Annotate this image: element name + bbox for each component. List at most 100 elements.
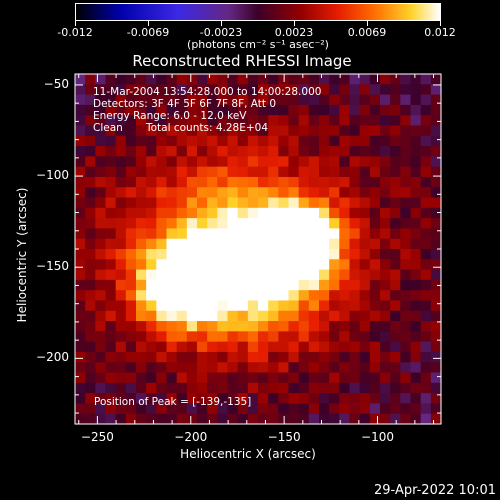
heatmap-cell [410,403,422,415]
heatmap-cell [308,259,320,271]
heatmap-cell [125,238,137,250]
heatmap-cell [380,259,391,271]
heatmap-cell [197,290,208,302]
heatmap-cell [288,372,300,384]
heatmap-cell [176,156,188,168]
heatmap-cell [166,156,178,168]
heatmap-cell [258,238,269,250]
heatmap-cell [217,382,229,394]
heatmap-cell [176,403,188,415]
heatmap-cell [136,94,147,106]
heatmap-cell [278,249,290,260]
heatmap-cell [380,218,391,230]
heatmap-cell [136,238,147,250]
heatmap-cell [329,300,340,312]
heatmap-cell [75,310,86,322]
heatmap-cell [329,331,340,343]
heatmap-cell [75,341,86,353]
heatmap-cell [136,279,147,291]
heatmap-cell [166,74,178,85]
heatmap-cell [410,115,422,127]
colorbar-tick [367,21,368,26]
heatmap-cell [247,74,259,85]
heatmap-cell [105,166,117,178]
heatmap-cell [247,403,259,415]
heatmap-cell [400,74,412,85]
heatmap-cell [115,146,127,157]
heatmap-cell [308,166,320,178]
heatmap-cell [349,166,361,178]
heatmap-cell [156,413,168,425]
heatmap-cell [339,310,351,322]
heatmap-cell [308,207,320,219]
heatmap-cell [380,238,391,250]
heatmap-cell [95,372,107,384]
heatmap-cell [410,300,422,312]
heatmap-cell [288,104,300,116]
annotation-energy-range: Energy Range: 6.0 - 12.0 keV [93,110,247,122]
heatmap-cell [146,341,157,353]
heatmap-cell [298,84,310,96]
heatmap-cell [176,310,188,322]
heatmap-cell [339,290,351,302]
heatmap-cell [278,84,290,96]
heatmap-cell [166,249,178,260]
heatmap-cell [176,259,188,271]
heatmap-cell [186,84,198,96]
heatmap-cell [308,279,320,291]
heatmap-cell [115,238,127,250]
heatmap-cell [75,166,86,178]
heatmap-cell [247,146,259,157]
heatmap-cell [115,413,127,425]
heatmap-cell [298,259,310,271]
heatmap-cell [146,290,157,302]
heatmap-cell [298,197,310,209]
heatmap-cell [247,341,259,353]
heatmap-cell [359,259,371,271]
heatmap-cell [319,321,330,332]
heatmap-cell [278,228,290,240]
heatmap-cell [227,269,239,281]
heatmap-cell [197,331,208,343]
heatmap-cell [115,331,127,343]
heatmap-cell [400,197,412,209]
heatmap-cell [136,115,147,127]
heatmap-cell [400,321,412,332]
heatmap-cell [197,382,208,394]
heatmap-cell [247,259,259,271]
heatmap-cell [430,74,442,85]
heatmap-cell [105,156,117,168]
heatmap-cell [156,84,168,96]
heatmap-cell [420,372,432,384]
heatmap-cell [390,372,401,384]
heatmap-cell [349,259,361,271]
heatmap-cell [359,341,371,353]
heatmap-cell [186,207,198,219]
heatmap-cell [95,290,107,302]
heatmap-cell [95,331,107,343]
heatmap-cell [136,187,147,199]
heatmap-cell [227,197,239,209]
heatmap-cell [247,84,259,96]
heatmap-cell [125,290,137,302]
heatmap-cell [197,218,208,230]
heatmap-cell [339,341,351,353]
heatmap-cell [369,104,381,116]
heatmap-cell [75,238,86,250]
heatmap-cell [390,104,401,116]
heatmap-cell [390,321,401,332]
heatmap-cell [359,413,371,425]
heatmap-cell [217,74,229,85]
heatmap-cell [85,156,96,168]
heatmap-cell [430,249,442,260]
heatmap-cell [380,331,391,343]
heatmap-cell [115,290,127,302]
heatmap-cell [85,300,96,312]
heatmap-cell [390,176,401,188]
heatmap-cell [349,382,361,394]
heatmap-cell [410,84,422,96]
heatmap-cell [176,228,188,240]
heatmap-cell [247,331,259,343]
heatmap-cell [207,135,218,147]
heatmap-cell [217,187,229,199]
